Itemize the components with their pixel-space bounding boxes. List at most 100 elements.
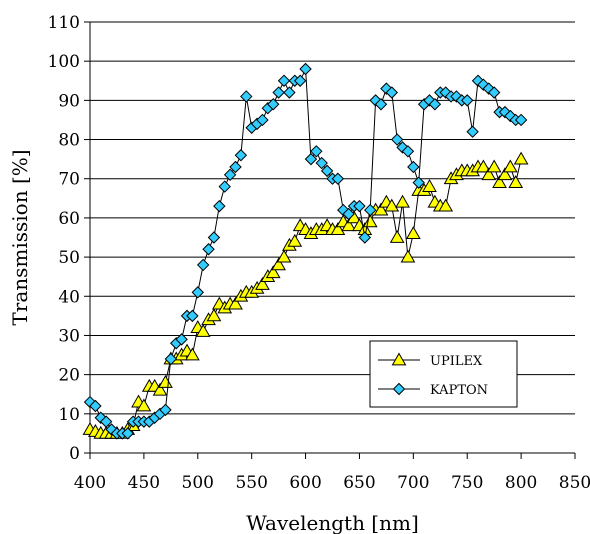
data-point-kapton (428, 98, 442, 111)
data-point-upilex (330, 222, 346, 236)
data-point-upilex (276, 249, 292, 263)
data-point-upilex (508, 175, 524, 189)
data-point-upilex (228, 296, 243, 310)
data-point-kapton (358, 231, 372, 244)
data-point-kapton (514, 113, 528, 127)
data-point-kapton (299, 62, 312, 76)
data-point-kapton (240, 90, 253, 103)
x-tick-label: 650 (343, 473, 375, 493)
data-point-upilex (287, 233, 303, 247)
y-tick-label: 110 (48, 13, 80, 33)
data-point-kapton (207, 231, 221, 244)
y-tick-labels: 0 10 20 30 40 50 60 70 80 90 100 110 (48, 13, 80, 464)
data-point-upilex (206, 308, 222, 322)
data-point-upilex (136, 398, 152, 412)
data-point-kapton (385, 86, 398, 99)
data-point-upilex (373, 202, 389, 216)
data-point-kapton (315, 156, 328, 170)
legend-box (369, 340, 518, 408)
y-tick-label: 100 (48, 52, 80, 72)
y-tick-label: 70 (58, 170, 80, 190)
data-point-kapton (331, 172, 345, 185)
x-axis-label: Wavelength [nm] (246, 511, 419, 534)
x-tick-label: 700 (397, 473, 429, 493)
data-point-kapton (293, 74, 307, 87)
y-tick-label: 30 (58, 326, 80, 346)
data-point-kapton (412, 176, 425, 189)
data-point-upilex (492, 175, 507, 189)
legend: UPILEX KAPTON (369, 340, 518, 408)
data-point-upilex (497, 167, 513, 181)
data-point-kapton (175, 333, 188, 346)
data-point-upilex (341, 218, 357, 232)
axes (84, 21, 576, 459)
data-point-kapton (401, 145, 415, 158)
data-point-kapton (364, 203, 377, 217)
y-tick-label: 50 (58, 248, 80, 268)
data-point-upilex (481, 167, 497, 181)
legend-label-kapton: KAPTON (430, 383, 488, 398)
data-point-upilex (486, 159, 502, 173)
y-tick-label: 80 (58, 131, 80, 151)
y-tick-label: 20 (58, 366, 80, 386)
data-point-upilex (400, 249, 416, 263)
legend-label-upilex: UPILEX (430, 354, 483, 369)
data-point-kapton (353, 199, 366, 213)
y-tick-label: 0 (69, 444, 80, 464)
data-point-kapton (196, 258, 210, 272)
y-tick-label: 40 (58, 287, 80, 307)
data-point-kapton (310, 145, 323, 158)
data-point-upilex (502, 159, 518, 173)
data-point-upilex (185, 347, 200, 361)
data-point-upilex (395, 194, 410, 208)
data-point-kapton (374, 98, 388, 111)
data-point-kapton (342, 207, 355, 221)
series-kapton (83, 62, 528, 440)
data-point-kapton (191, 286, 204, 299)
data-point-kapton (466, 125, 479, 138)
data-point-upilex (152, 382, 168, 396)
x-tick-label: 550 (235, 473, 267, 493)
data-point-upilex (271, 257, 286, 271)
y-tick-label: 10 (58, 405, 80, 425)
data-point-upilex (438, 198, 454, 212)
data-point-upilex (384, 198, 400, 212)
x-tick-label: 500 (182, 473, 214, 493)
data-point-upilex (513, 151, 529, 165)
data-point-kapton (223, 168, 237, 182)
data-point-kapton (487, 86, 501, 99)
y-axis-label: Transmission [%] (8, 149, 32, 325)
series-group (82, 62, 529, 440)
data-point-kapton (159, 403, 172, 417)
data-point-kapton (390, 133, 404, 146)
data-point-kapton (461, 94, 474, 107)
x-tick-label: 800 (505, 473, 537, 493)
x-tick-label: 750 (451, 473, 483, 493)
data-point-upilex (405, 226, 421, 239)
data-point-kapton (213, 199, 226, 213)
data-point-kapton (256, 113, 269, 127)
data-point-kapton (283, 86, 296, 99)
data-point-kapton (320, 164, 334, 178)
data-point-kapton (186, 309, 199, 323)
data-point-kapton (272, 86, 285, 99)
data-point-kapton (407, 160, 420, 174)
data-point-upilex (362, 214, 378, 228)
legend-marker-upilex (391, 352, 407, 366)
y-tick-label: 90 (58, 91, 80, 111)
data-point-kapton (234, 149, 248, 162)
data-point-upilex (265, 265, 281, 279)
data-point-upilex (195, 324, 211, 337)
y-tick-label: 60 (58, 209, 80, 229)
x-tick-label: 600 (289, 473, 321, 493)
data-point-upilex (389, 229, 405, 243)
data-point-kapton (89, 399, 102, 413)
data-point-kapton (164, 352, 178, 366)
gridlines (90, 21, 575, 415)
data-point-upilex (255, 277, 270, 290)
data-point-kapton (99, 415, 113, 428)
x-tick-labels: 400 450 500 550 600 650 700 750 800 850 (74, 473, 590, 493)
x-tick-label: 850 (559, 473, 590, 493)
data-point-kapton (277, 74, 291, 87)
